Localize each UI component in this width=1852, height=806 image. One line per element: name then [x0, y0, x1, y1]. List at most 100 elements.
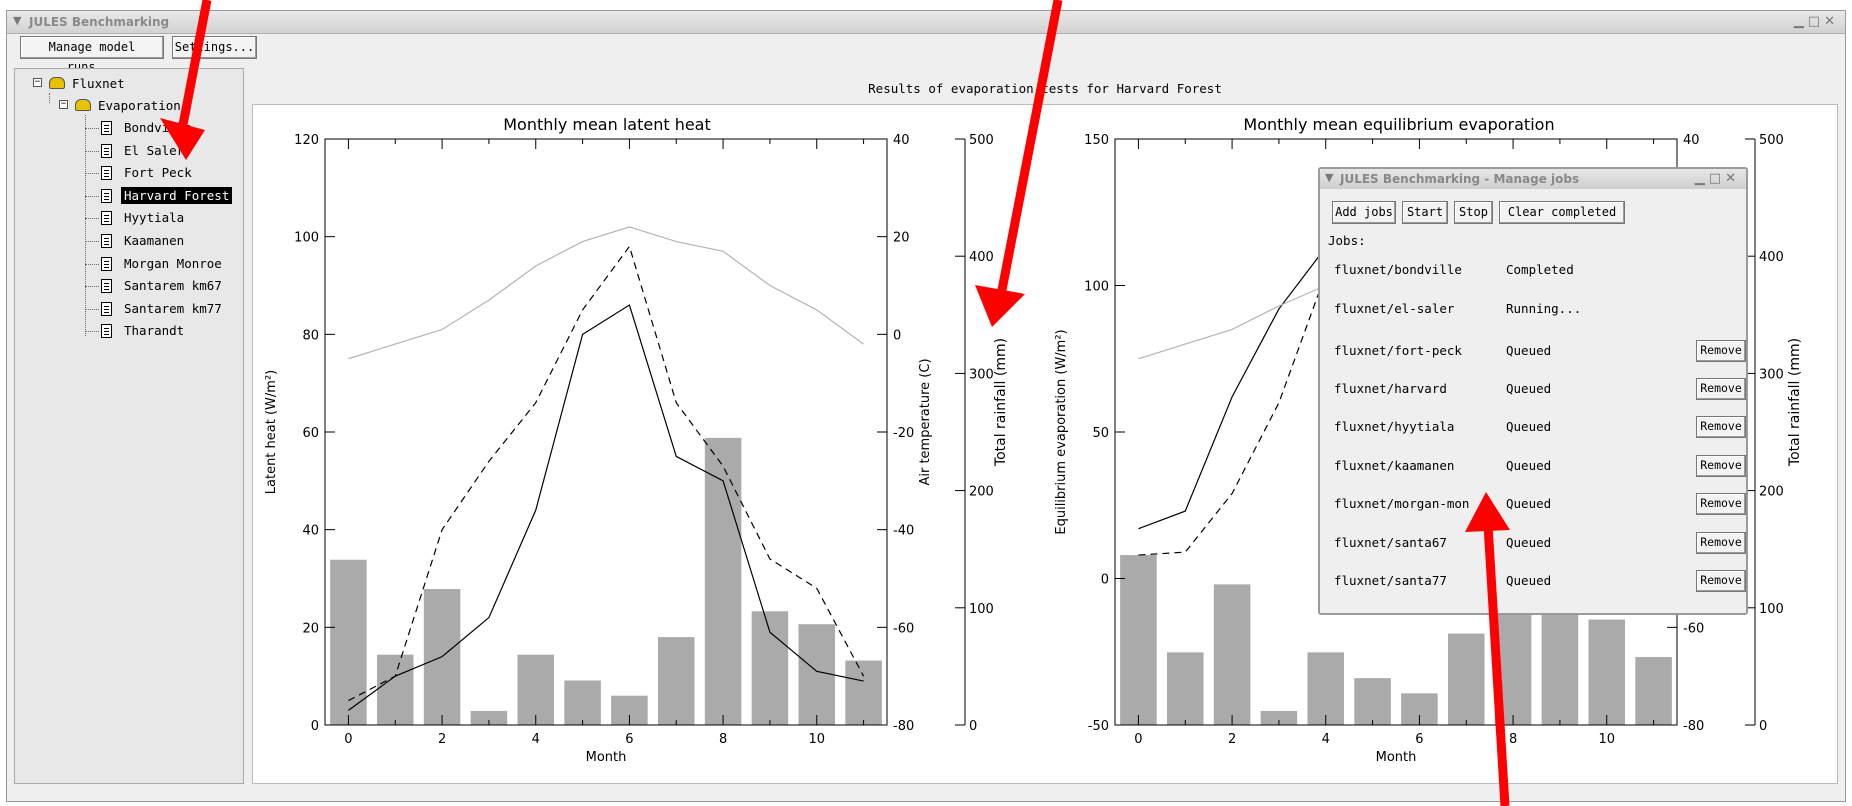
jobs-label: Jobs: [1328, 233, 1366, 248]
document-icon [101, 324, 112, 339]
job-row: fluxnet/santa67 Queued Remove [1334, 530, 1746, 556]
job-row: fluxnet/el-saler Running... [1334, 296, 1734, 322]
rainfall-bar [798, 624, 836, 725]
remove-job-button[interactable]: Remove [1696, 493, 1746, 515]
job-name: fluxnet/bondville [1334, 262, 1462, 277]
y3-tick-label: 200 [1759, 485, 1784, 500]
x-tick-label: 10 [1598, 732, 1615, 747]
stop-button[interactable]: Stop [1454, 201, 1493, 224]
x-tick-label: 6 [625, 732, 633, 747]
x-tick-label: 0 [344, 732, 352, 747]
job-status: Queued [1506, 419, 1552, 434]
series-line [348, 304, 864, 711]
rainfall-bar [845, 660, 882, 725]
collapse-icon[interactable]: − [33, 77, 42, 87]
window-title: JULES Benchmarking [29, 15, 170, 29]
y2-tick-label: 40 [1683, 133, 1700, 148]
remove-job-button[interactable]: Remove [1696, 455, 1746, 477]
y-tick-label: 80 [302, 328, 319, 343]
rainfall-bar [1307, 652, 1345, 725]
collapse-icon[interactable]: − [59, 99, 68, 109]
remove-job-button[interactable]: Remove [1696, 570, 1746, 592]
tree-item-label: El Saler [124, 142, 185, 158]
y-tick-label: 0 [311, 719, 319, 734]
y2-tick-label: -80 [1683, 719, 1704, 734]
manage-model-runs-button[interactable]: Manage model runs... [20, 36, 164, 74]
y-tick-label: 0 [1101, 573, 1109, 588]
y3-tick-label: 100 [969, 602, 994, 617]
remove-job-button[interactable]: Remove [1696, 416, 1746, 438]
y3-axis-label: Total rainfall (mm) [1787, 338, 1803, 467]
rainfall-bar [657, 637, 695, 725]
y3-tick-label: 300 [969, 367, 994, 382]
window-controls: ▁□✕ [1794, 14, 1839, 29]
job-name: fluxnet/morgan-mon [1334, 496, 1470, 511]
y-axis-label: Equilibrium evaporation (W/m²) [1054, 329, 1069, 534]
job-name: fluxnet/fort-peck [1334, 343, 1462, 358]
document-icon [101, 188, 112, 203]
tree-item-label: Santarem km67 [124, 278, 222, 294]
x-tick-label: 4 [532, 732, 540, 747]
chart-title: Monthly mean equilibrium evaporation [1243, 115, 1554, 134]
rainfall-bar [470, 710, 508, 725]
job-status: Queued [1506, 535, 1552, 550]
rainfall-bar [376, 654, 414, 725]
dialog-menu-icon[interactable]: ▼ [1325, 171, 1334, 184]
job-status: Queued [1506, 458, 1552, 473]
y3-tick-label: 0 [969, 719, 977, 734]
y3-tick-label: 500 [1759, 133, 1784, 148]
minimize-icon[interactable]: ▁ [1793, 14, 1808, 29]
x-axis-label: Month [586, 750, 627, 765]
close-icon[interactable]: ✕ [1725, 171, 1740, 186]
rainfall-bar [1260, 710, 1298, 725]
y2-tick-label: 0 [893, 328, 901, 343]
site-tree: − Fluxnet − Evaporation Bondville El Sale… [14, 68, 244, 784]
add-jobs-button[interactable]: Add jobs [1332, 201, 1396, 224]
document-icon [101, 121, 112, 135]
y-tick-label: 100 [1084, 280, 1109, 295]
maximize-icon[interactable]: □ [1708, 171, 1726, 186]
settings-button[interactable]: Settings... [172, 36, 257, 59]
y2-tick-label: 40 [893, 133, 910, 148]
y-tick-label: 40 [302, 524, 319, 539]
y2-tick-label: -60 [1683, 621, 1704, 636]
window-menu-icon[interactable]: ▼ [13, 14, 22, 27]
remove-job-button[interactable]: Remove [1696, 340, 1746, 362]
rainfall-bar [1354, 678, 1391, 725]
remove-job-button[interactable]: Remove [1696, 532, 1746, 554]
tree-item-label: Fort Peck [124, 165, 192, 181]
y-tick-label: 150 [1084, 133, 1109, 148]
series-line [1138, 194, 1655, 556]
manage-jobs-dialog: ▼ JULES Benchmarking - Manage jobs ▁□✕ A… [1318, 167, 1748, 615]
document-icon [101, 211, 112, 226]
start-button[interactable]: Start [1402, 201, 1448, 224]
rainfall-bar [564, 680, 601, 725]
dialog-titlebar: ▼ JULES Benchmarking - Manage jobs ▁□✕ [1320, 169, 1746, 189]
x-tick-label: 8 [1509, 732, 1517, 747]
y3-tick-label: 400 [1759, 250, 1784, 265]
folder-icon [49, 77, 65, 89]
close-icon[interactable]: ✕ [1824, 14, 1839, 29]
window-titlebar: ▼ JULES Benchmarking ▁□✕ [7, 11, 1845, 34]
rainfall-bar [1541, 607, 1579, 725]
y3-tick-label: 100 [1759, 602, 1784, 617]
results-title: Results of evaporation tests for Harvard… [868, 81, 1222, 96]
rainfall-bar [517, 654, 555, 725]
minimize-icon[interactable]: ▁ [1694, 171, 1709, 186]
remove-job-button[interactable]: Remove [1696, 378, 1746, 400]
job-status: Running... [1506, 301, 1582, 316]
y-tick-label: 100 [294, 231, 319, 246]
tree-item-label: Harvard Forest [121, 186, 233, 204]
document-icon [101, 143, 112, 158]
y3-tick-label: 500 [969, 133, 994, 148]
clear-completed-button[interactable]: Clear completed [1499, 201, 1625, 224]
job-row: fluxnet/fort-peck Queued Remove [1334, 338, 1746, 364]
rainfall-bar [1588, 619, 1626, 725]
x-tick-label: 10 [808, 732, 825, 747]
x-tick-label: 2 [438, 732, 446, 747]
job-name: fluxnet/harvard [1334, 381, 1447, 396]
document-icon [101, 301, 112, 316]
y-tick-label: 60 [302, 426, 319, 441]
maximize-icon[interactable]: □ [1807, 14, 1825, 29]
document-icon [101, 279, 112, 294]
